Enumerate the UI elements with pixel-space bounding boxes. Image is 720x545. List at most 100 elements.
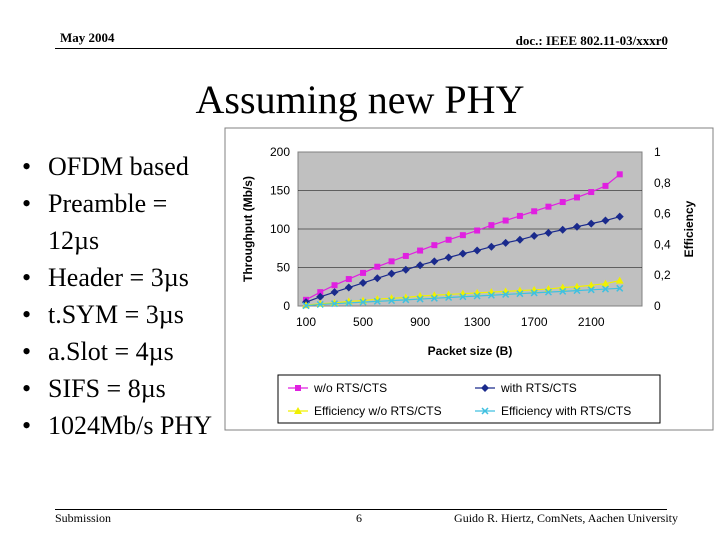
legend-swatch-marker xyxy=(294,407,302,414)
marker-stroke xyxy=(473,292,481,300)
marker-stroke xyxy=(302,302,310,310)
data-point xyxy=(444,253,453,262)
data-point xyxy=(530,289,538,297)
marker-stroke xyxy=(481,407,489,415)
y2-tick-label: 0,6 xyxy=(654,207,671,221)
data-point xyxy=(387,269,396,278)
y-tick-label: 150 xyxy=(270,184,290,198)
data-point xyxy=(445,293,453,302)
y2-tick-label: 0 xyxy=(654,299,661,313)
marker-stroke xyxy=(616,284,624,292)
marker-stroke xyxy=(502,290,510,298)
marker-stroke xyxy=(459,293,467,301)
data-point xyxy=(573,194,580,201)
marker-stroke xyxy=(544,288,552,296)
marker-stroke xyxy=(516,290,524,298)
data-point xyxy=(431,242,438,249)
data-point xyxy=(501,238,510,247)
data-point xyxy=(331,282,338,289)
data-point xyxy=(416,295,424,303)
data-point xyxy=(302,302,310,310)
data-point xyxy=(459,232,466,239)
data-point xyxy=(344,283,353,292)
y2-tick-label: 0,4 xyxy=(654,237,671,251)
data-point xyxy=(345,299,353,307)
data-point xyxy=(502,217,509,224)
bullet-item: Header = 3µs xyxy=(18,259,228,296)
data-point xyxy=(544,228,553,237)
data-point xyxy=(316,300,324,308)
marker-stroke xyxy=(359,298,367,306)
marker-stroke xyxy=(573,287,581,295)
data-point xyxy=(516,290,524,298)
bullet-text: a.Slot = 4µs xyxy=(48,337,174,366)
data-point xyxy=(572,222,581,231)
data-point xyxy=(374,263,381,270)
marker-stroke xyxy=(402,296,410,304)
footer-submission: Submission xyxy=(55,511,112,525)
data-point xyxy=(530,231,539,240)
bullet-text: 1024Mb/s PHY xyxy=(48,411,212,440)
data-point xyxy=(402,296,410,304)
bullet-text: Header = 3µs xyxy=(48,263,189,292)
data-point xyxy=(317,289,324,296)
header-doc-id: doc.: IEEE 802.11-03/xxxr0 xyxy=(515,33,668,48)
legend-box xyxy=(277,374,661,424)
data-point xyxy=(602,182,609,189)
data-point xyxy=(545,203,552,210)
footer-author: Guido R. Hiertz, ComNets, Aachen Univers… xyxy=(454,511,678,525)
bullet-list: OFDM based Preamble = 12µs Header = 3µs t… xyxy=(18,148,228,444)
data-point xyxy=(515,235,524,244)
x-tick-label: 1700 xyxy=(521,315,548,329)
legend-swatch-marker xyxy=(481,384,489,392)
data-point xyxy=(474,227,481,234)
legend-label: with RTS/CTS xyxy=(500,381,577,395)
legend-label: w/o RTS/CTS xyxy=(313,381,387,395)
data-point xyxy=(615,212,624,221)
bullet-text-continued: 12µs xyxy=(48,226,100,255)
header-rule xyxy=(55,48,667,49)
data-point xyxy=(616,284,624,292)
marker-stroke xyxy=(587,286,595,294)
data-point xyxy=(388,297,396,305)
data-point xyxy=(531,208,538,215)
marker-stroke xyxy=(416,295,424,303)
data-point xyxy=(544,288,552,296)
data-point xyxy=(445,236,452,243)
bullet-text: OFDM based xyxy=(48,152,189,181)
data-point xyxy=(316,292,325,301)
data-point xyxy=(359,278,368,287)
bullet-item: OFDM based xyxy=(18,148,228,185)
x-tick-label: 2100 xyxy=(578,315,605,329)
data-point xyxy=(416,261,425,270)
data-point xyxy=(388,258,395,265)
data-point xyxy=(402,252,409,259)
data-point xyxy=(587,286,595,294)
bullet-text: Preamble = xyxy=(48,189,168,218)
x-axis-label: Packet size (B) xyxy=(428,344,513,358)
data-point xyxy=(360,269,367,276)
marker-stroke xyxy=(530,289,538,297)
data-point xyxy=(559,199,566,206)
data-point xyxy=(559,287,567,295)
legend-swatch-marker xyxy=(295,385,301,391)
marker-stroke xyxy=(430,294,438,302)
marker-stroke xyxy=(445,293,453,302)
y-tick-label: 50 xyxy=(277,261,291,275)
marker-stroke xyxy=(316,300,324,308)
y2-tick-label: 1 xyxy=(654,145,661,159)
data-point xyxy=(430,294,438,302)
legend-label: Efficiency w/o RTS/CTS xyxy=(314,404,442,418)
data-point xyxy=(359,298,367,306)
data-point xyxy=(588,189,595,196)
marker-stroke xyxy=(373,297,381,305)
data-point xyxy=(401,265,410,274)
y-tick-label: 200 xyxy=(270,145,290,159)
marker-stroke xyxy=(601,285,610,293)
footer-rule xyxy=(55,509,667,510)
data-point xyxy=(558,225,567,234)
data-point xyxy=(430,257,439,266)
legend-swatch-marker xyxy=(481,407,489,415)
header-date: May 2004 xyxy=(60,30,115,45)
